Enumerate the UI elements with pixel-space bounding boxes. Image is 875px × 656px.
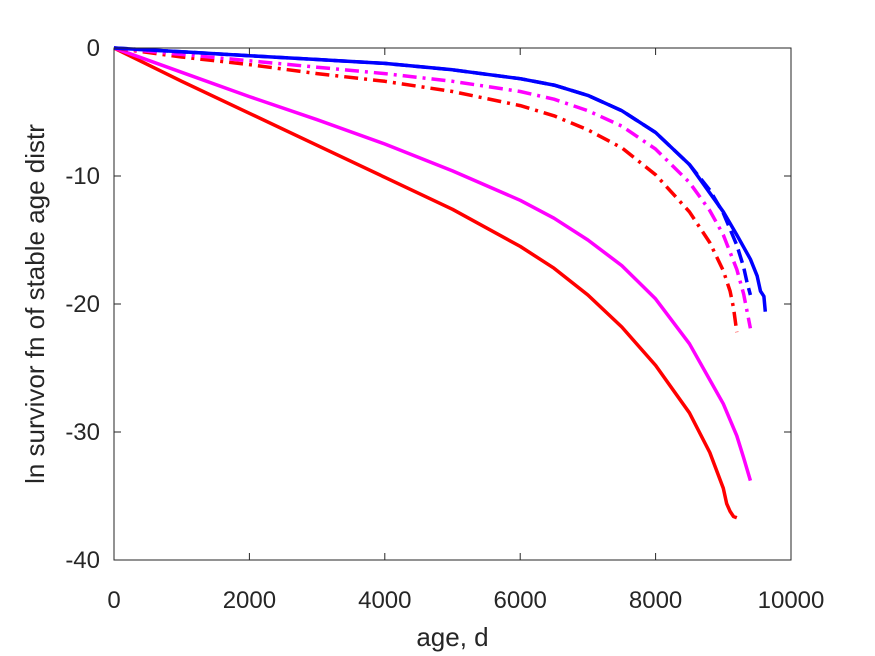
series-line-6 [113,46,768,312]
series-line-1 [113,46,738,520]
x-tick-label: 6000 [494,587,547,614]
plot-series-group [113,46,768,520]
axis-tick-labels: 0 2000 4000 6000 8000 10000 -40 -30 -20 -10 0 [65,35,824,614]
x-tick-label: 10000 [758,587,825,614]
series-line-4 [113,46,753,329]
y-tick-label: -20 [65,291,100,318]
y-axis-label: ln survivor fn of stable age distr [20,124,50,484]
x-tick-label: 0 [107,587,120,614]
series-line-2 [113,46,753,482]
y-tick-label: -30 [65,419,100,446]
x-tick-label: 4000 [358,587,411,614]
y-tick-label: -10 [65,163,100,190]
y-tick-label: 0 [87,35,100,62]
plot-frame [113,47,792,561]
axis-ticks [113,47,792,561]
x-axis-label: age, d [416,622,488,652]
y-tick-label: -40 [65,547,100,574]
series-line-3 [113,46,739,333]
series-line-5 [113,46,753,296]
x-tick-label: 2000 [223,587,276,614]
x-tick-label: 8000 [629,587,682,614]
